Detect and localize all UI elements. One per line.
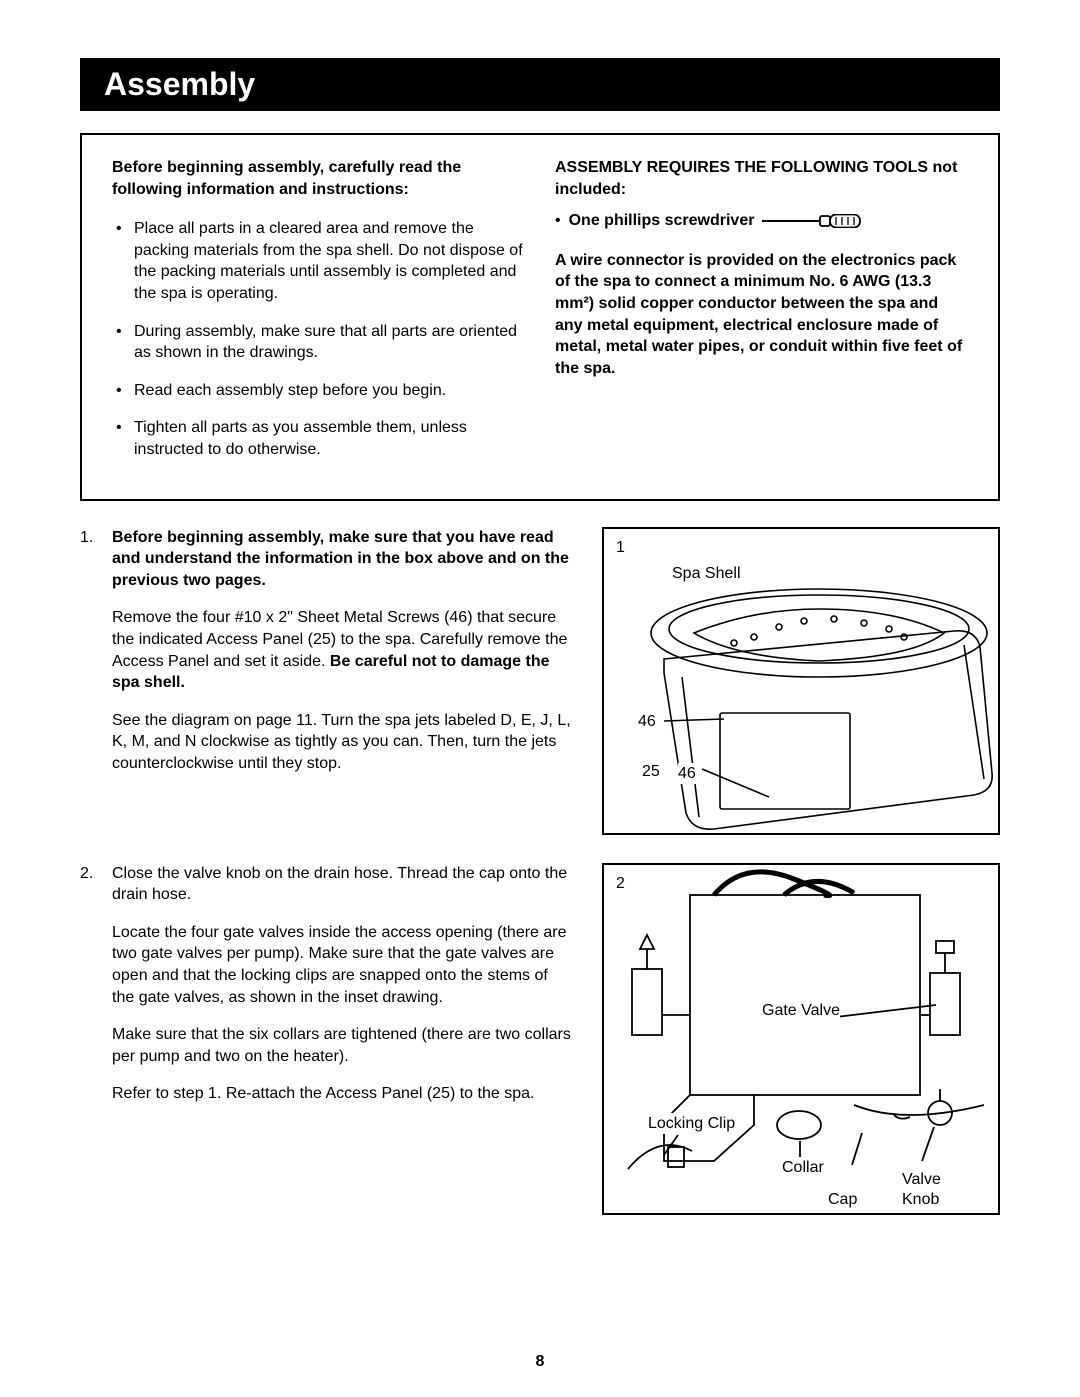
intro-left: Before beginning assembly, carefully rea… bbox=[112, 157, 525, 200]
info-bullet: Read each assembly step before you begin… bbox=[116, 380, 525, 402]
diagram-1: 1 bbox=[602, 527, 1000, 835]
tools-title: ASSEMBLY REQUIRES THE FOLLOWING TOOLS no… bbox=[555, 157, 968, 200]
callout-knob: Knob bbox=[902, 1189, 939, 1211]
spa-shell-drawing bbox=[604, 529, 998, 833]
step-number: 1. bbox=[80, 527, 106, 791]
tool-item: One phillips screwdriver bbox=[569, 210, 755, 232]
callout-valve: Valve bbox=[902, 1169, 941, 1191]
callout-collar: Collar bbox=[782, 1157, 824, 1179]
step-text: 2. Close the valve knob on the drain hos… bbox=[80, 863, 572, 1121]
step-body: Before beginning assembly, make sure tha… bbox=[112, 527, 572, 791]
callout-25: 25 bbox=[642, 761, 660, 783]
page-title: Assembly bbox=[80, 58, 1000, 111]
callout-spa-shell: Spa Shell bbox=[672, 563, 741, 585]
diagram-2: 2 bbox=[602, 863, 1000, 1215]
screwdriver-icon bbox=[762, 214, 862, 228]
info-col-right: ASSEMBLY REQUIRES THE FOLLOWING TOOLS no… bbox=[555, 157, 968, 477]
callout-gate-valve: Gate Valve bbox=[762, 1000, 840, 1022]
step2-p1: Close the valve knob on the drain hose. … bbox=[112, 863, 572, 906]
callout-46b: 46 bbox=[678, 763, 696, 785]
info-col-left: Before beginning assembly, carefully rea… bbox=[112, 157, 525, 477]
info-bullet-list: Place all parts in a cleared area and re… bbox=[112, 218, 525, 460]
step-body: Close the valve knob on the drain hose. … bbox=[112, 863, 572, 1121]
step2-p3: Make sure that the six collars are tight… bbox=[112, 1024, 572, 1067]
step-row: 2. Close the valve knob on the drain hos… bbox=[80, 863, 1000, 1215]
wire-paragraph: A wire connector is provided on the elec… bbox=[555, 250, 968, 380]
info-bullet: Tighten all parts as you assemble them, … bbox=[116, 417, 525, 460]
step1-p3: See the diagram on page 11. Turn the spa… bbox=[112, 710, 572, 775]
step2-p4: Refer to step 1. Re-attach the Access Pa… bbox=[112, 1083, 572, 1105]
callout-locking-clip: Locking Clip bbox=[648, 1113, 735, 1135]
info-bullet: During assembly, make sure that all part… bbox=[116, 321, 525, 364]
step2-p2: Locate the four gate valves inside the a… bbox=[112, 922, 572, 1008]
info-bullet: Place all parts in a cleared area and re… bbox=[116, 218, 525, 304]
tool-bullet: • bbox=[555, 210, 561, 232]
step1-p2: Remove the four #10 x 2" Sheet Metal Scr… bbox=[112, 607, 572, 693]
step-number: 2. bbox=[80, 863, 106, 1121]
step-text: 1. Before beginning assembly, make sure … bbox=[80, 527, 572, 791]
callout-46a: 46 bbox=[638, 711, 656, 733]
step1-lead: Before beginning assembly, make sure tha… bbox=[112, 527, 572, 592]
tool-line: • One phillips screwdriver bbox=[555, 210, 968, 232]
step-row: 1. Before beginning assembly, make sure … bbox=[80, 527, 1000, 835]
page-number: 8 bbox=[0, 1353, 1080, 1371]
callout-cap: Cap bbox=[828, 1189, 857, 1211]
info-box: Before beginning assembly, carefully rea… bbox=[80, 133, 1000, 501]
steps-section: 1. Before beginning assembly, make sure … bbox=[80, 527, 1000, 1215]
